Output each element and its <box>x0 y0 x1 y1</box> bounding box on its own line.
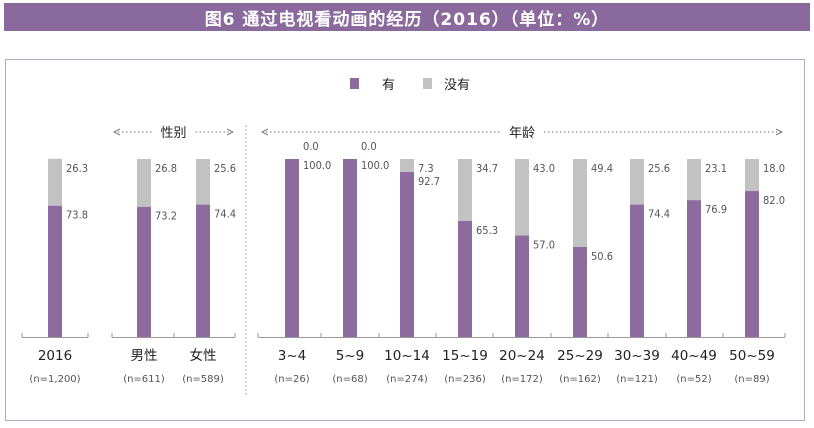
value-label-no: 25.6 <box>648 162 670 175</box>
sample-size-label: (n=274) <box>386 374 428 385</box>
bar-no <box>515 159 529 236</box>
category-label: 20~24 <box>499 348 545 364</box>
sample-size-label: (n=236) <box>444 374 486 385</box>
bar-no <box>137 159 151 207</box>
bar-no <box>196 159 210 205</box>
bar-group-3: 0.0 100.0 3~4 (n=26) <box>274 140 331 385</box>
bar-yes <box>630 204 644 337</box>
value-label-yes: 100.0 <box>361 159 389 172</box>
chart-title: 图6 通过电视看动画的经历（2016）（单位：%） <box>204 9 610 30</box>
legend-label-no: 没有 <box>444 78 470 93</box>
bar-group-10: 23.1 76.9 40~49 (n=52) <box>671 159 727 385</box>
category-label: 40~49 <box>671 348 717 364</box>
bar-yes <box>137 206 151 337</box>
group-label: 性别 <box>160 126 186 141</box>
value-label-yes: 50.6 <box>591 250 613 263</box>
bar-yes <box>458 220 472 337</box>
value-label-yes: 92.7 <box>418 175 440 188</box>
bar-yes <box>515 235 529 337</box>
category-label: 女性 <box>190 347 217 364</box>
bar-group-1: 26.8 73.2 男性 (n=611) <box>123 159 177 385</box>
sample-size-label: (n=26) <box>274 374 309 385</box>
legend: 有 没有 <box>350 78 470 93</box>
bar-group-2: 25.6 74.4 女性 (n=589) <box>182 159 236 385</box>
sample-size-label: (n=121) <box>616 374 658 385</box>
category-label: 25~29 <box>557 348 603 364</box>
value-label-yes: 100.0 <box>303 159 331 172</box>
bar-yes <box>745 191 759 337</box>
value-label-no: 23.1 <box>705 162 727 175</box>
sample-size-label: (n=172) <box>501 374 543 385</box>
sample-size-label: (n=52) <box>676 374 711 385</box>
bar-yes <box>400 171 414 337</box>
legend-swatch-no <box>423 78 432 89</box>
title-bar: 图6 通过电视看动画的经历（2016）（单位：%） <box>4 3 810 31</box>
value-label-yes: 65.3 <box>476 224 498 237</box>
category-label: 15~19 <box>442 348 488 364</box>
category-label: 10~14 <box>384 348 430 364</box>
legend-label-yes: 有 <box>382 78 395 93</box>
bar-group-4: 0.0 100.0 5~9 (n=68) <box>332 140 389 385</box>
group-header-1: 年龄 <box>262 126 782 141</box>
value-label-yes: 73.8 <box>66 209 88 222</box>
value-label-yes: 74.4 <box>214 208 236 221</box>
bar-yes <box>343 159 357 337</box>
bar-no <box>400 159 414 172</box>
bar-no <box>745 159 759 192</box>
value-label-no: 25.6 <box>214 162 236 175</box>
value-label-no: 49.4 <box>591 162 613 175</box>
value-label-no: 26.3 <box>66 162 88 175</box>
bar-group-6: 34.7 65.3 15~19 (n=236) <box>442 159 498 385</box>
category-label: 30~39 <box>614 348 660 364</box>
sample-size-label: (n=68) <box>332 374 367 385</box>
sample-size-label: (n=1,200) <box>29 374 80 385</box>
value-label-yes: 57.0 <box>533 239 555 252</box>
value-label-yes: 82.0 <box>763 194 785 207</box>
bar-group-0: 26.3 73.8 2016 (n=1,200) <box>29 158 88 385</box>
bar-yes <box>573 246 587 337</box>
category-label: 2016 <box>38 348 72 364</box>
bar-group-8: 49.4 50.6 25~29 (n=162) <box>557 159 613 385</box>
value-label-no: 43.0 <box>533 162 555 175</box>
legend-swatch-yes <box>350 78 359 89</box>
value-label-no: 0.0 <box>361 140 377 153</box>
sample-size-label: (n=162) <box>559 374 601 385</box>
bar-group-7: 43.0 57.0 20~24 (n=172) <box>499 159 555 385</box>
group-label: 年龄 <box>509 126 535 141</box>
value-label-yes: 74.4 <box>648 208 670 221</box>
value-label-no: 7.3 <box>418 162 434 175</box>
category-label: 男性 <box>131 348 158 364</box>
bar-yes <box>285 159 299 337</box>
sample-size-label: (n=89) <box>734 374 769 385</box>
category-label: 3~4 <box>278 348 307 364</box>
bar-yes <box>687 200 701 337</box>
bar-no <box>458 159 472 221</box>
bar-yes <box>48 205 62 337</box>
category-label: 5~9 <box>336 348 365 364</box>
value-label-yes: 73.2 <box>155 210 177 223</box>
value-label-no: 0.0 <box>303 140 319 153</box>
value-label-no: 26.8 <box>155 162 177 175</box>
bar-no <box>630 159 644 205</box>
value-label-yes: 76.9 <box>705 203 727 216</box>
sample-size-label: (n=589) <box>182 374 224 385</box>
category-label: 50~59 <box>729 348 775 364</box>
bar-group-9: 25.6 74.4 30~39 (n=121) <box>614 159 670 385</box>
bar-yes <box>196 204 210 337</box>
bar-no <box>687 159 701 201</box>
bar-no <box>48 158 62 206</box>
value-label-no: 18.0 <box>763 162 785 175</box>
sample-size-label: (n=611) <box>123 374 165 385</box>
value-label-no: 34.7 <box>476 162 498 175</box>
group-header-0: 性别 <box>114 126 233 141</box>
bar-group-11: 18.0 82.0 50~59 (n=89) <box>729 159 785 385</box>
bar-no <box>573 159 587 247</box>
bar-group-5: 7.392.7 10~14 (n=274) <box>384 159 440 385</box>
